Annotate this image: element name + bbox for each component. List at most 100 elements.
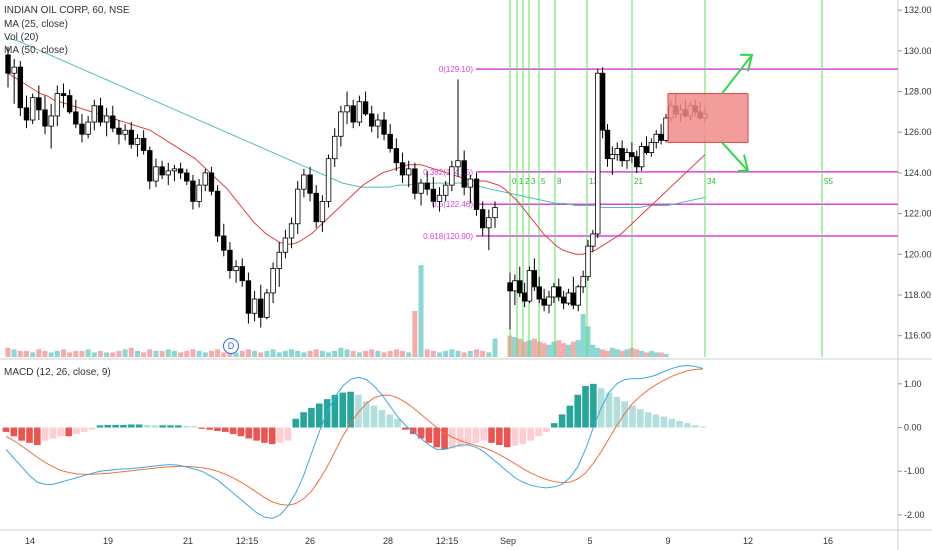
candle-body	[580, 276, 586, 288]
candle-body	[73, 111, 79, 125]
volume-bar	[639, 350, 645, 357]
candle-body	[116, 127, 122, 135]
volume-bar	[338, 347, 344, 357]
fib-time-zone-label: 21	[634, 177, 643, 186]
volume-bar	[375, 350, 381, 357]
volume-bar	[85, 349, 91, 357]
macd-histogram-bar	[292, 418, 300, 428]
candle-body	[147, 150, 153, 182]
up-arrowhead	[740, 53, 754, 72]
volume-bar	[42, 350, 48, 357]
price-tick-label: 130.00	[904, 46, 932, 56]
volume-bar	[644, 352, 649, 357]
price-tick-label: 122.00	[904, 209, 932, 219]
macd-histogram-bar	[18, 427, 25, 441]
macd-histogram-bar	[464, 427, 472, 445]
macd-histogram-bar	[582, 386, 589, 428]
candle-body	[609, 154, 616, 160]
macd-histogram-bar	[190, 426, 198, 428]
time-tick-label: 19	[103, 536, 113, 546]
candle-body	[36, 97, 42, 111]
macd-histogram-bar	[629, 405, 636, 428]
macd-histogram-bar	[433, 427, 441, 448]
volume-bar	[178, 352, 184, 357]
macd-histogram-bar	[253, 427, 260, 441]
candle-body	[128, 129, 134, 145]
volume-bar	[17, 350, 23, 357]
candle-body	[473, 178, 480, 210]
macd-histogram-bar	[637, 409, 644, 428]
fib-time-zone-label: 0	[512, 177, 517, 186]
macd-histogram-bar	[676, 420, 683, 428]
volume-bar	[110, 352, 116, 357]
macd-histogram-bar	[214, 427, 221, 432]
volume-bar	[30, 352, 36, 357]
volume-bar	[289, 349, 295, 357]
dividend-marker[interactable]: D	[223, 338, 239, 354]
macd-histogram-bar	[660, 416, 668, 428]
candle-body	[325, 158, 332, 202]
volume-bar	[430, 350, 436, 357]
candle-body	[455, 160, 461, 168]
candle-body	[405, 168, 412, 176]
candle-body	[399, 162, 406, 176]
macd-histogram-bar	[543, 427, 550, 432]
price-tick-label: 128.00	[904, 87, 932, 97]
volume-bar	[418, 265, 424, 357]
candle-body	[60, 93, 67, 97]
volume-bar	[393, 349, 399, 357]
macd-histogram-bar	[315, 403, 323, 428]
volume-bar	[531, 338, 537, 357]
volume-bar	[406, 352, 412, 357]
volume-bar	[570, 341, 576, 357]
candle-body	[48, 115, 54, 127]
macd-histogram-bar	[347, 391, 354, 428]
candle-body	[338, 111, 344, 137]
volume-bar	[344, 349, 350, 357]
volume-bar	[73, 350, 79, 357]
macd-histogram-bar	[143, 424, 151, 428]
volume-bar	[566, 344, 571, 357]
time-tick-label: 21	[183, 536, 193, 546]
ma50-line	[7, 38, 706, 208]
volume-bar	[171, 350, 177, 357]
candle-body	[276, 251, 282, 269]
candle-body	[430, 188, 437, 202]
macd-histogram-bar	[386, 414, 394, 428]
fib-time-zone-label: 5	[541, 177, 546, 186]
candle-body	[512, 280, 518, 292]
candle-body	[449, 166, 455, 186]
candle-body	[258, 298, 264, 318]
fib-time-zone-label: 55	[824, 177, 833, 186]
macd-histogram-bar	[167, 425, 174, 428]
volume-bar	[412, 311, 418, 357]
axes: 132.00130.00128.00126.00124.00122.00120.…	[25, 5, 932, 546]
candle-body	[570, 292, 577, 306]
volume-bar	[270, 349, 276, 357]
candle-body	[546, 296, 552, 306]
macd-histogram-bar	[472, 427, 480, 443]
candle-body	[369, 113, 375, 127]
volume-bar	[461, 352, 467, 357]
candle-body	[517, 280, 523, 294]
down-arrowhead	[738, 154, 750, 172]
candle-body	[97, 105, 104, 123]
macd-histogram-bar	[566, 405, 574, 428]
candle-body	[103, 115, 110, 123]
candle-body	[196, 184, 202, 202]
candle-body	[270, 268, 276, 294]
volume-bar	[443, 350, 449, 357]
fib-time-zone-label: 2	[525, 177, 530, 186]
volume-bar	[585, 326, 591, 357]
macd-histogram-bar	[378, 410, 386, 428]
ma25-legend: MA (25, close)	[4, 19, 68, 30]
candle-body	[461, 160, 467, 188]
macd-histogram-bar	[26, 427, 33, 443]
macd-tick-label: -2.00	[904, 510, 925, 520]
macd-histogram-bar	[41, 427, 49, 441]
candle-body	[85, 121, 91, 135]
time-tick-label: 12:15	[236, 536, 259, 546]
volume-bar	[104, 352, 110, 357]
volume-bar	[301, 352, 307, 357]
macd-line	[5, 364, 704, 519]
